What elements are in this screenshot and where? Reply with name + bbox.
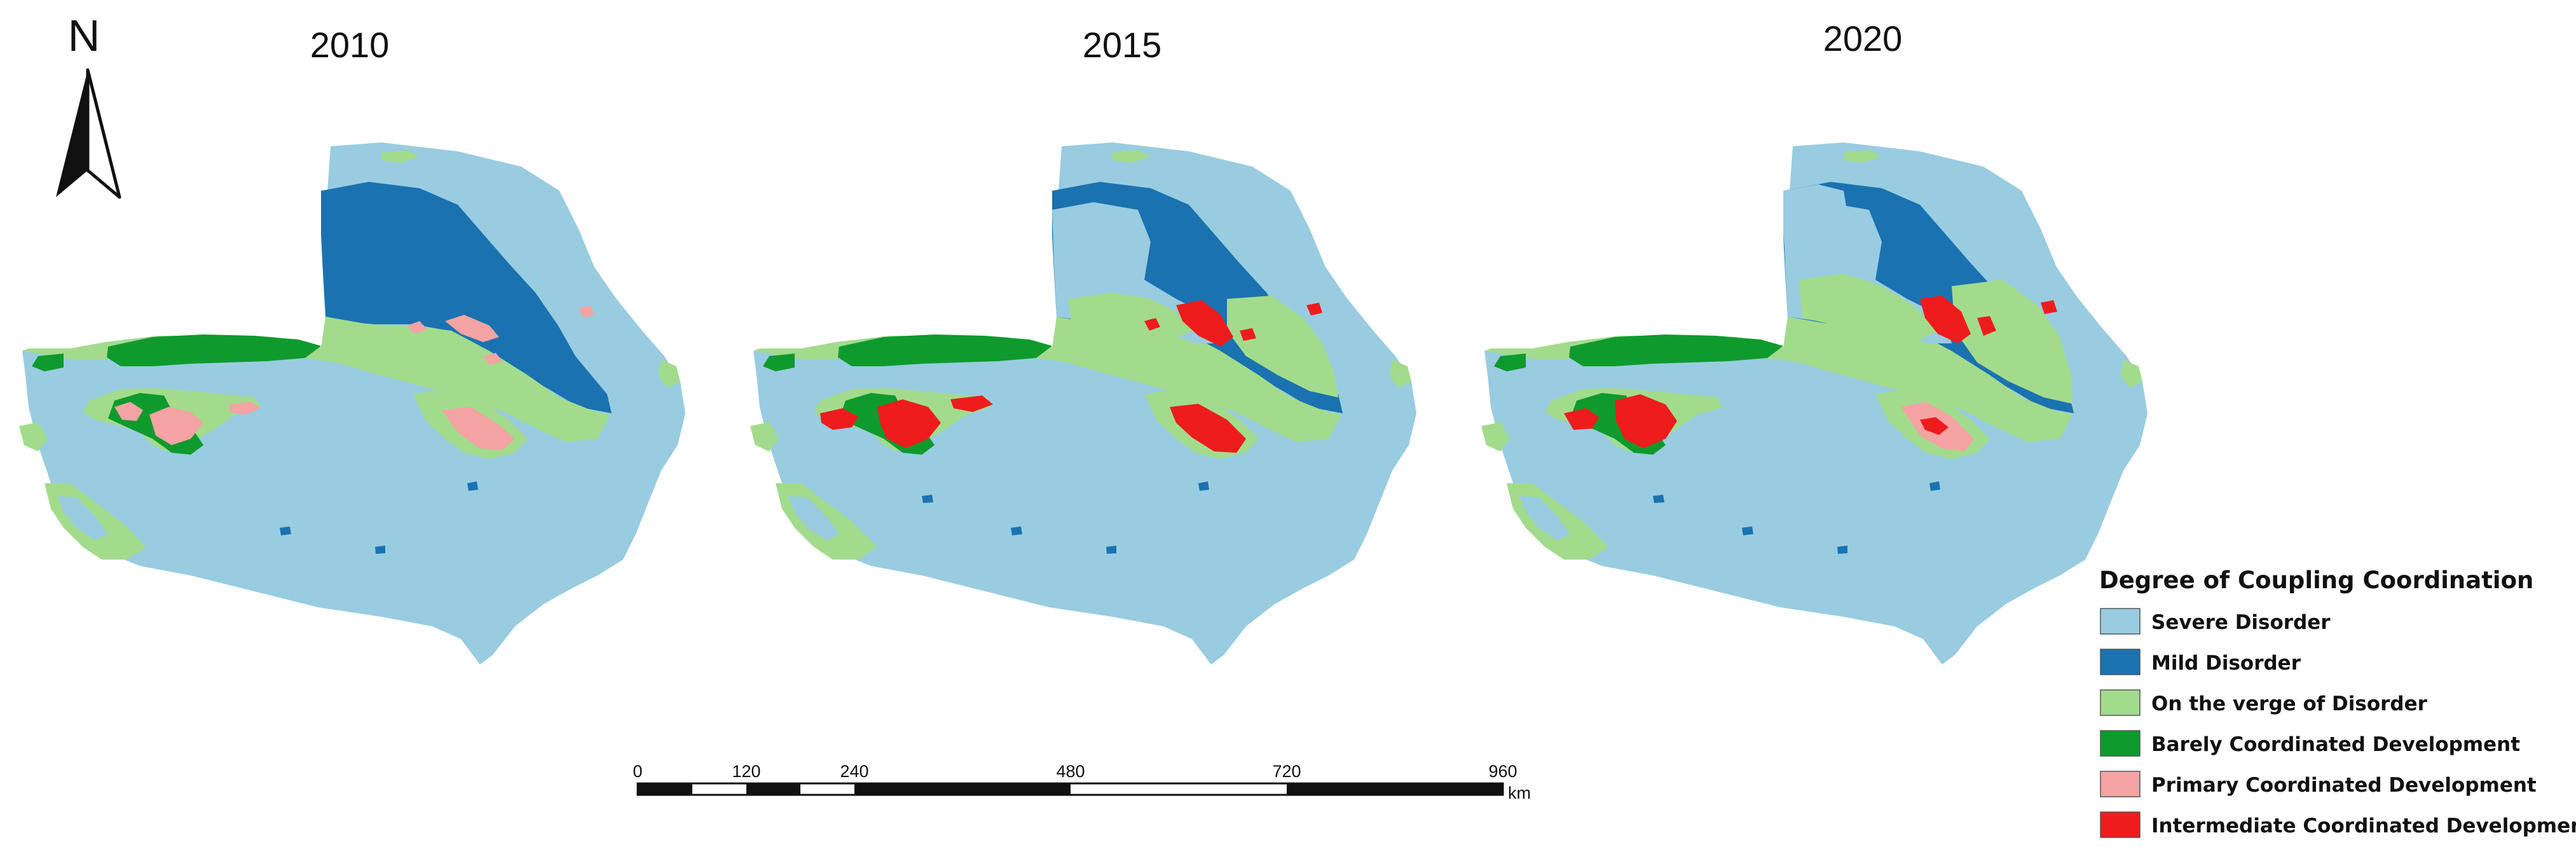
legend-swatch (2100, 771, 2141, 797)
legend-swatch (2100, 811, 2141, 838)
scale-tick-960: 960 (1488, 762, 1517, 781)
scale-tick-0: 0 (633, 762, 642, 781)
map-panel-2010: 2010 (19, 25, 685, 665)
legend-label: Severe Disorder (2151, 611, 2331, 634)
legend-item: Severe Disorder (2100, 608, 2331, 635)
legend-swatch (2100, 608, 2141, 635)
scale-tick-480: 480 (1056, 762, 1085, 781)
legend: Degree of Coupling Coordination Severe D… (2099, 567, 2576, 838)
legend-item: Barely Coordinated Development (2100, 730, 2520, 757)
map-title-2020: 2020 (1823, 18, 1903, 59)
map-panel-2015: 2015 (750, 25, 1416, 665)
legend-swatch (2100, 689, 2141, 716)
legend-label: Mild Disorder (2151, 652, 2301, 675)
map-region-2010 (19, 142, 685, 665)
map-region-2020 (1481, 142, 2148, 665)
map-region-2015 (750, 142, 1416, 665)
map-title-2010: 2010 (310, 25, 390, 65)
legend-item: Primary Coordinated Development (2100, 771, 2537, 797)
legend-swatch (2100, 730, 2141, 757)
legend-label: Intermediate Coordinated Development (2151, 815, 2576, 837)
legend-item: On the verge of Disorder (2100, 689, 2428, 716)
north-arrow-label: N (68, 11, 100, 60)
scale-unit: km (1508, 783, 1531, 802)
scale-tick-720: 720 (1272, 762, 1301, 781)
north-arrow-icon (56, 68, 121, 199)
north-arrow: N (56, 11, 121, 199)
scale-tick-240: 240 (840, 762, 868, 781)
legend-item: Intermediate Coordinated Development (2100, 811, 2576, 838)
map-title-2015: 2015 (1083, 25, 1162, 65)
scale-bar: 0 120 240 480 720 960 km (633, 762, 1531, 802)
scale-tick-120: 120 (732, 762, 760, 781)
legend-title: Degree of Coupling Coordination (2099, 567, 2533, 594)
legend-swatch (2100, 649, 2141, 675)
legend-label: Barely Coordinated Development (2151, 733, 2520, 756)
legend-label: On the verge of Disorder (2151, 692, 2428, 715)
legend-label: Primary Coordinated Development (2151, 774, 2537, 797)
scale-bar-ticks: 0 120 240 480 720 960 (633, 762, 1517, 781)
map-panel-2020: 2020 (1481, 18, 2148, 665)
scale-bar-segments (636, 782, 1504, 796)
legend-item: Mild Disorder (2100, 649, 2301, 675)
